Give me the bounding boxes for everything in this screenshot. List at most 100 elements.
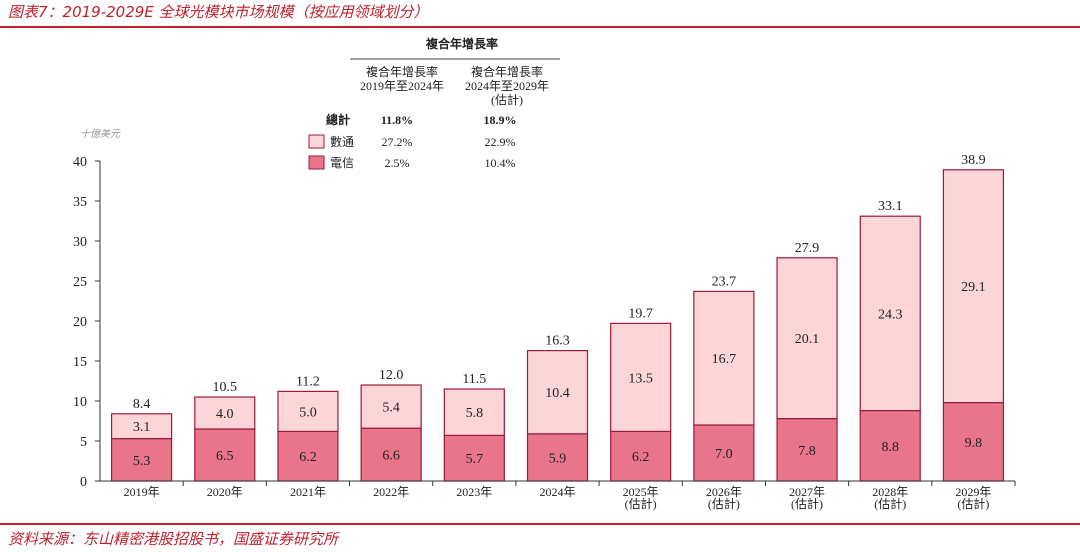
legend-swatch-datacom	[308, 134, 325, 149]
label-total: 16.3	[545, 334, 570, 349]
x-tick-label: 2023年	[456, 485, 492, 499]
legend-label-telecom: 電信	[330, 156, 354, 170]
y-tick-label: 0	[80, 475, 87, 490]
label-datacom: 16.7	[712, 352, 737, 367]
label-datacom: 24.3	[878, 307, 903, 322]
label-total: 27.9	[795, 241, 820, 256]
label-telecom: 6.2	[632, 450, 650, 465]
bar-datacom	[859, 215, 921, 412]
x-tick-label: 2026年	[706, 485, 742, 499]
figure-title: 图表7：2019-2029E 全球光模块市场规模（按应用领域划分）	[8, 3, 429, 21]
label-telecom: 5.3	[133, 454, 151, 469]
x-axis: 2019年 2020年 2021年 2022年 2023年 2024年 2025年(估計)2…	[100, 480, 1016, 511]
bar-datacom	[360, 384, 422, 429]
cagr-col2-line2: 2024年至2029年	[465, 79, 549, 93]
cagr-col1-line2: 2019年至2024年	[360, 79, 444, 93]
y-tick-label: 30	[73, 235, 87, 250]
label-total: 23.7	[712, 274, 737, 289]
label-telecom: 7.0	[715, 447, 733, 462]
cagr-table-header: 複合年增長率	[425, 36, 498, 51]
label-total: 10.5	[213, 380, 238, 395]
y-axis: 0 5 10 15 20 25 30 35 40	[73, 155, 101, 490]
label-datacom: 5.4	[382, 401, 400, 416]
bottom-rule	[0, 523, 1080, 525]
label-telecom: 6.2	[299, 450, 317, 465]
bar-datacom	[776, 257, 838, 420]
label-total: 11.5	[462, 372, 486, 387]
bar-telecom	[277, 430, 339, 482]
legend-label-datacom: 數通	[330, 135, 354, 149]
y-tick-label: 35	[73, 195, 87, 210]
cagr-table: 複合年增長率 複合年增長率 2019年至2024年 複合年增長率 2024年至2…	[308, 36, 560, 170]
x-tick-label: (估計)	[625, 496, 657, 511]
bar-telecom	[194, 428, 256, 482]
x-tick-label: 2028年	[872, 485, 908, 499]
y-unit-label: 十億美元	[80, 128, 121, 140]
label-telecom: 5.9	[549, 451, 567, 466]
label-total: 19.7	[628, 306, 653, 321]
label-telecom: 9.8	[965, 436, 983, 451]
label-datacom: 5.0	[299, 405, 317, 420]
bar-datacom	[443, 388, 505, 437]
label-total: 33.1	[878, 199, 903, 214]
cagr-row-total-label: 總計	[326, 112, 350, 127]
label-total: 38.9	[961, 153, 986, 168]
cagr-col1-line1: 複合年增長率	[366, 64, 438, 79]
x-tick-label: (估計)	[874, 496, 906, 511]
x-tick-label: 2022年	[373, 485, 409, 499]
label-datacom: 20.1	[795, 332, 820, 347]
bar-telecom	[610, 430, 672, 482]
y-tick-label: 5	[80, 435, 87, 450]
label-total: 11.2	[296, 374, 320, 389]
bar-telecom	[360, 427, 422, 482]
bars: 5.3 3.1 8.4 6.5 4.0 10.5 6.2 5.0 11.2 6.6 5.4 12.0 5…	[110, 153, 1005, 482]
cagr-row-telecom-v2: 10.4%	[485, 156, 516, 170]
legend-swatch-telecom	[308, 155, 325, 170]
x-tick-label: 2027年	[789, 485, 825, 499]
y-tick-label: 40	[73, 155, 87, 170]
x-tick-label: 2029年	[955, 485, 991, 499]
cagr-row-datacom-v1: 27.2%	[382, 135, 413, 149]
x-tick-label: 2021年	[290, 485, 326, 499]
cagr-col2-line1: 複合年增長率	[471, 64, 543, 79]
label-datacom: 4.0	[216, 407, 234, 422]
bar-datacom	[110, 413, 173, 440]
label-datacom: 13.5	[628, 371, 653, 386]
y-tick-label: 15	[73, 355, 87, 370]
bar-datacom	[194, 396, 256, 430]
label-datacom: 29.1	[961, 280, 986, 295]
bar-telecom	[110, 438, 173, 482]
y-tick-label: 20	[73, 315, 87, 330]
cagr-row-datacom-v2: 22.9%	[485, 135, 516, 149]
bar-telecom	[942, 402, 1005, 482]
bar-telecom	[443, 434, 505, 482]
bar-telecom	[776, 418, 838, 482]
bar-datacom	[610, 322, 672, 432]
label-total: 12.0	[379, 368, 404, 383]
y-tick-label: 10	[73, 395, 87, 410]
label-telecom: 6.5	[216, 449, 234, 464]
label-telecom: 7.8	[798, 444, 816, 459]
cagr-row-telecom-v1: 2.5%	[385, 156, 410, 170]
x-tick-label: 2025年	[623, 485, 659, 499]
x-tick-label: 2019年	[124, 485, 160, 499]
cagr-row-total-v1: 11.8%	[381, 113, 413, 127]
label-telecom: 6.6	[382, 449, 400, 464]
bar-datacom	[526, 350, 589, 435]
x-tick-label: 2024年	[539, 485, 575, 499]
cagr-row-total-v2: 18.9%	[484, 113, 517, 127]
x-tick-label: (估計)	[791, 496, 823, 511]
label-datacom: 3.1	[133, 420, 151, 435]
bar-datacom	[693, 290, 755, 426]
label-total: 8.4	[133, 397, 151, 412]
label-telecom: 5.7	[466, 452, 484, 467]
x-tick-label: (估計)	[957, 496, 989, 511]
x-tick-label: 2020年	[207, 485, 243, 499]
label-telecom: 8.8	[881, 440, 899, 455]
label-datacom: 5.8	[466, 406, 484, 421]
cagr-col2-line3: (估計)	[491, 92, 523, 107]
y-tick-label: 25	[73, 275, 87, 290]
source-text: 资料来源：东山精密港股招股书，国盛证券研究所	[8, 530, 339, 548]
bar-datacom	[277, 390, 339, 432]
